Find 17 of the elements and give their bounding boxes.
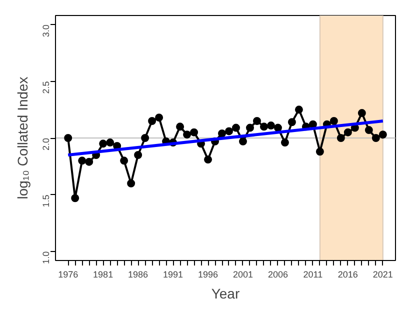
y-tick-label: 2.5 bbox=[41, 81, 51, 94]
x-tick-label: 1976 bbox=[58, 270, 78, 280]
x-axis-title: Year bbox=[211, 286, 240, 302]
x-tick-label: 1986 bbox=[128, 270, 148, 280]
x-tick-label: 1981 bbox=[93, 270, 114, 280]
y-tick-label: 2.0 bbox=[41, 138, 51, 151]
x-tick-label: 1996 bbox=[198, 270, 218, 280]
x-tick-label: 2016 bbox=[338, 270, 358, 280]
x-tick-label: 2021 bbox=[372, 270, 393, 280]
x-tick-label: 2011 bbox=[303, 270, 323, 280]
x-tick-label: 2001 bbox=[232, 270, 254, 280]
x-tick-label: 1991 bbox=[163, 270, 184, 280]
x-tick-label: 2006 bbox=[268, 270, 288, 280]
y-axis-title: log₁₀ Collated Index bbox=[14, 76, 30, 200]
y-tick-label: 3.0 bbox=[41, 24, 51, 38]
y-tick-label: 1.5 bbox=[41, 194, 51, 208]
y-tick-label: 1.0 bbox=[41, 251, 51, 264]
